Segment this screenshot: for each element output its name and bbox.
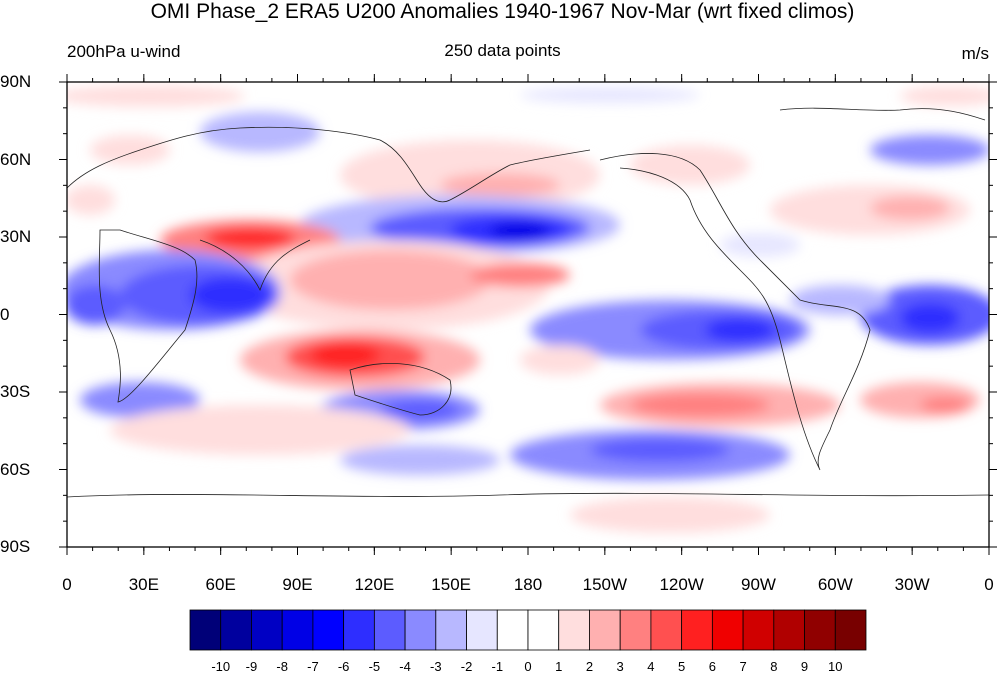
lon-tick-label: 30E: [128, 575, 159, 594]
lat-tick-label: 0: [0, 304, 10, 324]
colorbar-label: 7: [739, 659, 747, 674]
colorbar-swatch: [404, 609, 437, 651]
colorbar-swatch: [650, 609, 683, 651]
colorbar-label: -5: [368, 659, 381, 674]
colorbar-swatch: [435, 609, 467, 651]
lon-tick-label: 60E: [205, 575, 236, 594]
colorbar-label: -1: [491, 659, 504, 674]
colorbar-label: 1: [555, 659, 563, 674]
colorbar-label: -6: [337, 659, 350, 674]
colorbar-swatch: [343, 609, 375, 651]
lon-tick-label: 0: [62, 575, 72, 594]
colorbar-label: -9: [245, 659, 258, 674]
colorbar-swatch: [681, 609, 713, 651]
colorbar-label: -3: [430, 659, 442, 674]
colorbar-swatch: [589, 609, 621, 651]
colorbar-swatch: [251, 609, 283, 651]
colorbar-swatch: [189, 609, 222, 651]
colorbar-label: -4: [399, 659, 411, 674]
colorbar-swatch: [373, 609, 406, 651]
lon-tick-label: 150E: [431, 575, 471, 594]
lat-tick-label: 30S: [0, 382, 31, 401]
variable-label: 200hPa u-wind: [67, 42, 181, 61]
colorbar-label: 3: [616, 659, 624, 674]
lon-tick-label: 180: [513, 575, 543, 594]
colorbar-swatch: [527, 609, 560, 651]
lon-tick-label: 120W: [659, 575, 704, 594]
units-label: m/s: [961, 44, 989, 63]
lon-tick-label: 30W: [894, 575, 930, 594]
coastlines: [67, 107, 989, 498]
contour-field: [67, 82, 989, 547]
colorbar-swatch: [804, 609, 836, 651]
lon-tick-label: 150W: [582, 575, 628, 594]
colorbar-label: -7: [307, 659, 319, 674]
colorbar-swatch: [558, 609, 590, 651]
lat-tick-label: 30N: [0, 227, 32, 246]
colorbar: [189, 609, 867, 651]
colorbar-swatch: [466, 609, 498, 651]
lon-tick-label: 120E: [354, 575, 395, 594]
lon-tick-label: 60W: [817, 575, 853, 594]
colorbar-label: 2: [585, 659, 594, 674]
colorbar-label: -2: [460, 659, 473, 674]
lon-tick-label: 0: [984, 575, 994, 594]
colorbar-swatch: [711, 609, 744, 651]
colorbar-label: 8: [770, 659, 778, 674]
colorbar-swatch: [619, 609, 652, 651]
colorbar-swatch: [496, 609, 529, 651]
data-points-label: 250 data points: [444, 41, 561, 60]
colorbar-label: 5: [678, 659, 686, 674]
colorbar-label: -8: [276, 659, 288, 674]
colorbar-label: 10: [828, 659, 843, 674]
colorbar-swatch: [220, 609, 252, 651]
colorbar-label: -10: [211, 659, 231, 674]
colorbar-swatch: [834, 609, 867, 651]
colorbar-label: 0: [524, 659, 532, 674]
colorbar-swatch: [281, 609, 314, 651]
colorbar-label: 9: [800, 659, 809, 674]
lon-tick-label: 90W: [741, 575, 776, 594]
colorbar-swatch: [312, 609, 345, 651]
colorbar-swatch: [773, 609, 805, 651]
colorbar-label: 6: [708, 659, 716, 674]
lat-tick-label: 90S: [0, 537, 31, 556]
colorbar-label: 4: [647, 659, 655, 674]
lat-tick-label: 90N: [0, 72, 32, 91]
lat-tick-label: 60N: [0, 149, 32, 169]
lat-tick-label: 60S: [0, 459, 31, 479]
lon-tick-label: 90E: [282, 575, 313, 594]
colorbar-swatch: [742, 609, 775, 651]
map-title: OMI Phase_2 ERA5 U200 Anomalies 1940-196…: [150, 0, 855, 23]
